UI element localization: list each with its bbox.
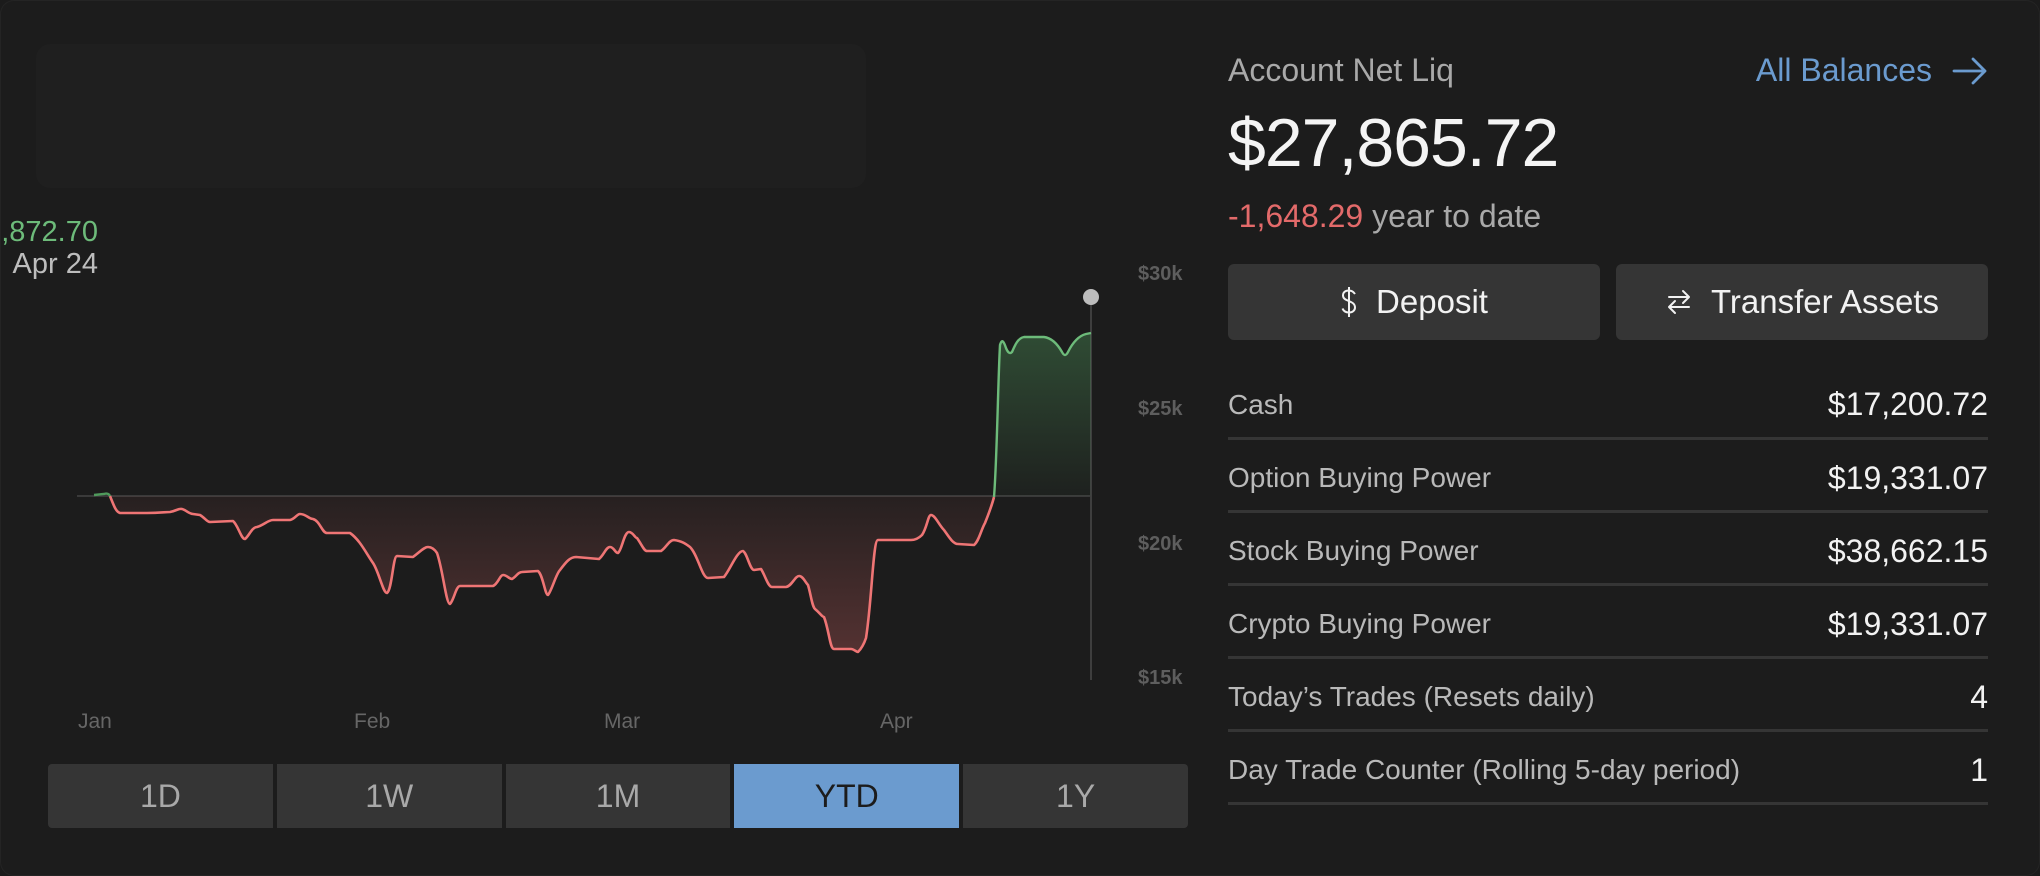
ytd-change-suffix: year to date <box>1372 198 1542 234</box>
deposit-button[interactable]: Deposit <box>1228 264 1600 340</box>
range-1d[interactable]: 1D <box>48 764 273 828</box>
transfer-assets-label: Transfer Assets <box>1710 283 1940 320</box>
account-net-liq-title: Account Net Liq <box>1228 52 1454 88</box>
balance-value: 1 <box>1970 751 1988 788</box>
x-tick-mar: Mar <box>604 710 641 733</box>
y-tick-15k: $15k <box>1138 667 1183 689</box>
balance-label: Stock Buying Power <box>1228 535 1479 566</box>
net-liq-value: $27,865.72 <box>1228 105 1559 181</box>
balance-label: Crypto Buying Power <box>1228 608 1492 639</box>
x-tick-apr: Apr <box>880 710 913 733</box>
x-tick-feb: Feb <box>354 710 391 733</box>
balance-value: $19,331.07 <box>1827 605 1988 642</box>
deposit-label: Deposit <box>1376 283 1488 320</box>
balance-label: Day Trade Counter (Rolling 5-day period) <box>1228 754 1741 785</box>
selected-point-marker <box>1083 289 1099 305</box>
arrow-right-icon <box>1952 57 1987 84</box>
x-tick-jan: Jan <box>78 710 112 733</box>
range-1m[interactable]: 1M <box>505 764 731 828</box>
balance-row-option-bp: Option Buying Power $19,331.07 <box>1228 440 1988 513</box>
transfer-arrows-icon <box>1667 290 1690 314</box>
range-1y[interactable]: 1Y <box>963 764 1188 828</box>
balance-row-stock-bp: Stock Buying Power $38,662.15 <box>1228 513 1988 586</box>
balance-label: Option Buying Power <box>1228 462 1492 493</box>
y-tick-20k: $20k <box>1138 533 1183 555</box>
ytd-change-amount: -1,648.29 <box>1228 198 1364 234</box>
ytd-change: -1,648.29 year to date <box>1228 198 1541 235</box>
chart-plot <box>77 289 1099 680</box>
range-1w[interactable]: 1W <box>276 764 502 828</box>
all-balances-label: All Balances <box>1755 52 1932 88</box>
range-ytd[interactable]: YTD <box>734 764 960 828</box>
chart-header-placeholder <box>36 44 866 188</box>
y-tick-30k: $30k <box>1138 263 1183 285</box>
dollar-icon <box>1341 287 1357 317</box>
tooltip-value: $27,872.70 <box>0 216 98 248</box>
balance-value: 4 <box>1970 678 1988 715</box>
balance-row-day-trade-counter: Day Trade Counter (Rolling 5-day period)… <box>1228 732 1988 805</box>
balance-value: $19,331.07 <box>1827 459 1988 496</box>
balance-row-crypto-bp: Crypto Buying Power $19,331.07 <box>1228 586 1988 659</box>
time-range-selector: 1D 1W 1M YTD 1Y <box>48 764 1188 828</box>
balance-value: $38,662.15 <box>1827 532 1988 569</box>
net-liq-chart[interactable]: $27,872.70 Apr 24 $30k $25k $20k $15k Ja… <box>0 0 1200 876</box>
all-balances-link[interactable]: All Balances <box>1756 52 1988 89</box>
balance-label: Today’s Trades (Resets daily) <box>1228 681 1595 712</box>
y-tick-25k: $25k <box>1138 398 1183 420</box>
balance-label: Cash <box>1228 388 1294 420</box>
transfer-assets-button[interactable]: Transfer Assets <box>1616 264 1988 340</box>
tooltip-date: Apr 24 <box>12 248 98 280</box>
balance-value: $17,200.72 <box>1827 386 1988 422</box>
balance-row-todays-trades: Today’s Trades (Resets daily) 4 <box>1228 659 1988 732</box>
balance-row-cash: Cash $17,200.72 <box>1228 366 1988 440</box>
balances-list: Cash $17,200.72 Option Buying Power $19,… <box>1228 366 1988 805</box>
